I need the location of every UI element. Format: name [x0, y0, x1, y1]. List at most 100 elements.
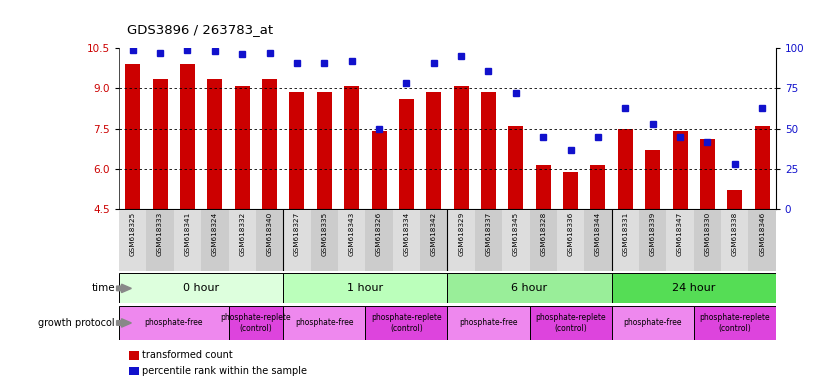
Text: GSM618330: GSM618330 — [704, 212, 710, 256]
Bar — [317, 93, 332, 209]
Text: GSM618329: GSM618329 — [458, 212, 464, 256]
Text: GSM618326: GSM618326 — [376, 212, 382, 256]
Bar — [447, 306, 530, 340]
Bar — [399, 99, 414, 209]
Bar — [119, 273, 283, 303]
Text: GSM618338: GSM618338 — [732, 212, 738, 256]
Bar — [180, 64, 195, 209]
Text: GSM618346: GSM618346 — [759, 212, 765, 256]
Bar — [283, 273, 447, 303]
Bar — [256, 210, 283, 271]
Bar — [639, 210, 667, 271]
Bar — [536, 165, 551, 209]
Text: 6 hour: 6 hour — [511, 283, 548, 293]
Bar — [481, 93, 496, 209]
Text: 1 hour: 1 hour — [347, 283, 383, 293]
Bar — [749, 210, 776, 271]
Text: GSM618341: GSM618341 — [185, 212, 190, 256]
Bar — [426, 93, 442, 209]
Bar — [447, 273, 612, 303]
Text: GSM618340: GSM618340 — [267, 212, 273, 256]
Bar — [502, 210, 530, 271]
Bar — [372, 131, 387, 209]
Text: GSM618325: GSM618325 — [130, 212, 135, 256]
Text: 24 hour: 24 hour — [672, 283, 715, 293]
Text: time: time — [91, 283, 115, 293]
Bar — [563, 172, 578, 209]
Text: GSM618332: GSM618332 — [239, 212, 245, 256]
Text: GSM618342: GSM618342 — [431, 212, 437, 256]
Text: GSM618328: GSM618328 — [540, 212, 546, 256]
Bar — [262, 79, 277, 209]
Bar — [590, 165, 606, 209]
Bar — [700, 139, 715, 209]
Text: GSM618337: GSM618337 — [485, 212, 492, 256]
Text: 0 hour: 0 hour — [183, 283, 219, 293]
Bar — [310, 210, 338, 271]
Bar — [228, 210, 256, 271]
Bar — [530, 210, 557, 271]
Text: transformed count: transformed count — [142, 350, 233, 360]
Text: phosphate-replete
(control): phosphate-replete (control) — [221, 313, 291, 333]
Text: phosphate-replete
(control): phosphate-replete (control) — [371, 313, 442, 333]
Bar — [672, 131, 688, 209]
Text: phosphate-free: phosphate-free — [459, 318, 518, 328]
Text: percentile rank within the sample: percentile rank within the sample — [142, 366, 307, 376]
Bar — [119, 210, 146, 271]
Bar — [727, 190, 742, 209]
Bar — [153, 79, 167, 209]
Bar — [754, 126, 770, 209]
Text: GSM618327: GSM618327 — [294, 212, 300, 256]
Bar — [612, 306, 694, 340]
Bar — [557, 210, 585, 271]
Bar — [420, 210, 447, 271]
Text: phosphate-replete
(control): phosphate-replete (control) — [535, 313, 606, 333]
Text: phosphate-free: phosphate-free — [295, 318, 354, 328]
Bar — [283, 306, 365, 340]
Bar — [667, 210, 694, 271]
Text: GSM618324: GSM618324 — [212, 212, 218, 256]
Bar — [618, 129, 633, 209]
Bar — [119, 306, 228, 340]
Text: growth protocol: growth protocol — [39, 318, 115, 328]
Text: GSM618339: GSM618339 — [649, 212, 656, 256]
Bar — [235, 86, 250, 209]
Bar — [290, 93, 305, 209]
Bar — [392, 210, 420, 271]
Bar — [228, 306, 283, 340]
Text: GSM618336: GSM618336 — [567, 212, 574, 256]
Bar — [365, 210, 392, 271]
Text: GSM618333: GSM618333 — [157, 212, 163, 256]
Bar — [645, 150, 660, 209]
Bar — [454, 86, 469, 209]
Bar — [338, 210, 365, 271]
Bar — [508, 126, 524, 209]
Text: GDS3896 / 263783_at: GDS3896 / 263783_at — [127, 23, 273, 36]
Bar — [694, 210, 721, 271]
Text: GSM618344: GSM618344 — [595, 212, 601, 256]
Text: phosphate-free: phosphate-free — [623, 318, 682, 328]
Text: GSM618331: GSM618331 — [622, 212, 628, 256]
Text: GSM618334: GSM618334 — [403, 212, 410, 256]
Bar — [125, 64, 140, 209]
Bar — [475, 210, 502, 271]
Bar — [612, 210, 639, 271]
Bar — [694, 306, 776, 340]
Bar — [283, 210, 310, 271]
Bar — [612, 273, 776, 303]
Bar — [208, 79, 222, 209]
Bar — [146, 210, 174, 271]
Bar — [174, 210, 201, 271]
Text: GSM618347: GSM618347 — [677, 212, 683, 256]
Text: phosphate-replete
(control): phosphate-replete (control) — [699, 313, 770, 333]
Text: GSM618345: GSM618345 — [513, 212, 519, 256]
Text: GSM618343: GSM618343 — [349, 212, 355, 256]
Bar — [344, 86, 360, 209]
Bar — [585, 210, 612, 271]
Text: phosphate-free: phosphate-free — [144, 318, 203, 328]
Bar — [365, 306, 447, 340]
Bar — [447, 210, 475, 271]
Text: GSM618335: GSM618335 — [321, 212, 328, 256]
Bar — [201, 210, 228, 271]
Bar — [530, 306, 612, 340]
